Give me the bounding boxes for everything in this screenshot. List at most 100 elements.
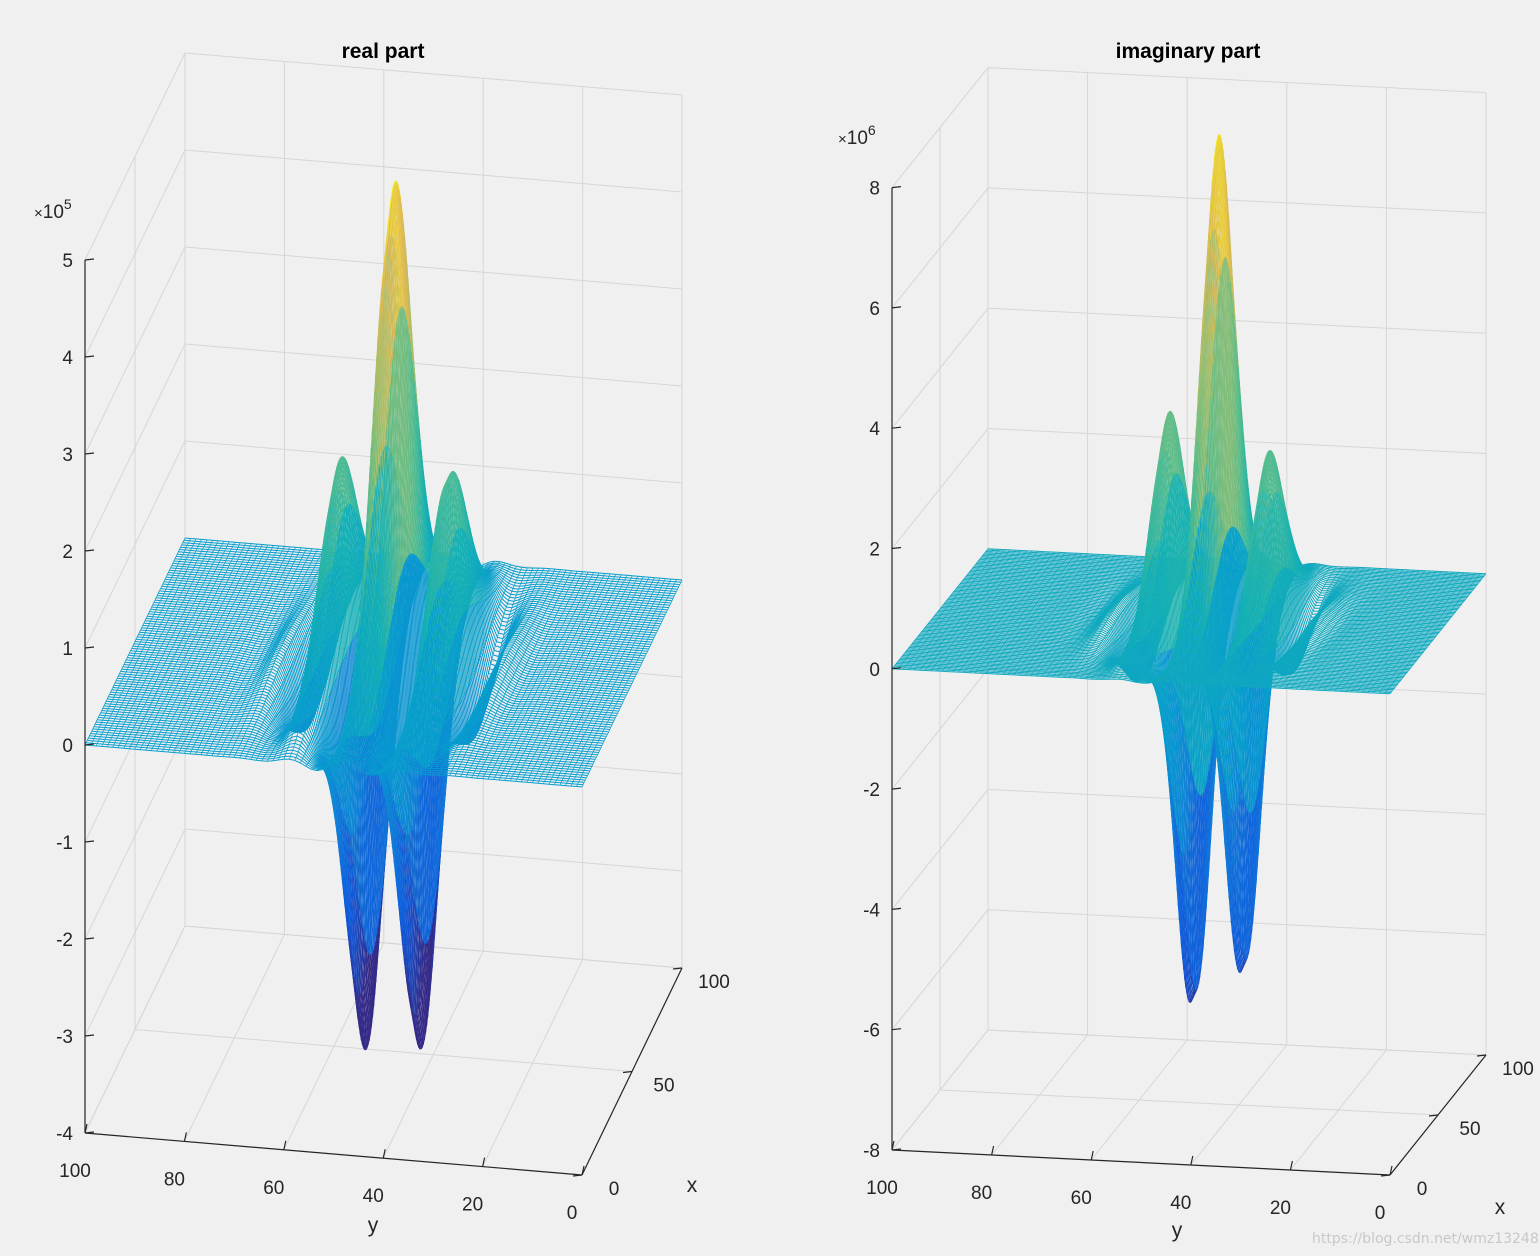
surface-line <box>528 598 534 601</box>
surface-line <box>257 589 264 591</box>
surface-line <box>159 590 166 592</box>
surface-line <box>222 602 228 605</box>
surface-line <box>615 573 622 576</box>
surface-line <box>293 563 299 565</box>
surface-line <box>174 558 181 560</box>
surface-line <box>626 574 633 577</box>
surface-line <box>565 569 572 572</box>
surface-line <box>673 593 676 597</box>
surface-line <box>266 594 273 597</box>
surface-line <box>208 549 214 551</box>
surface-line <box>272 595 278 597</box>
surface-line <box>223 600 230 603</box>
surface-line <box>184 561 191 563</box>
surface-line <box>201 574 208 577</box>
surface-line <box>283 608 289 610</box>
surface-line <box>294 573 300 575</box>
surface-line <box>627 584 634 586</box>
surface-line <box>269 587 276 590</box>
surface-line <box>601 603 607 606</box>
surface-line <box>223 552 230 555</box>
surface-line <box>277 559 284 562</box>
surface-line <box>579 578 585 580</box>
surface-line <box>261 594 267 596</box>
surface-line <box>629 639 636 642</box>
surface-line <box>659 577 666 580</box>
surface-line <box>203 558 210 560</box>
surface-line <box>629 615 636 618</box>
surface-line <box>546 598 552 601</box>
surface-line <box>523 586 530 589</box>
surface-line <box>495 612 503 622</box>
surface-line <box>172 586 179 589</box>
surface-line <box>195 538 202 540</box>
surface-line <box>545 610 552 613</box>
surface-line <box>240 590 246 592</box>
surface-line <box>216 542 223 545</box>
surface-line <box>580 587 586 590</box>
surface-line <box>267 604 274 607</box>
surface-line <box>601 627 607 630</box>
surface-line <box>225 560 232 562</box>
surface-line <box>650 631 657 634</box>
surface-line <box>568 589 574 591</box>
surface-line <box>590 614 596 617</box>
surface-line <box>550 601 557 604</box>
surface-line <box>483 561 489 566</box>
surface-line <box>648 576 655 579</box>
surface-line <box>261 582 267 584</box>
surface-line <box>645 583 652 586</box>
surface-line <box>232 546 239 548</box>
surface-line <box>190 597 196 600</box>
surface-line <box>510 577 517 581</box>
surface-line <box>614 612 621 614</box>
surface-line <box>200 601 206 603</box>
surface-line <box>518 574 525 576</box>
surface-line <box>540 597 547 600</box>
surface-line <box>589 605 595 607</box>
surface-line <box>614 636 621 638</box>
surface-line <box>303 588 309 591</box>
surface-line <box>614 600 621 602</box>
surface-line <box>248 547 255 550</box>
surface-line <box>184 537 191 539</box>
surface-line <box>599 608 605 610</box>
surface-line <box>237 570 244 573</box>
surface-line <box>243 583 249 585</box>
surface-line <box>206 587 213 589</box>
surface-line <box>613 602 620 604</box>
surface-line <box>179 572 185 575</box>
surface-line <box>256 555 263 557</box>
surface-line <box>612 616 618 619</box>
surface-line <box>625 577 632 579</box>
surface-line <box>306 547 313 550</box>
surface-line <box>611 607 617 609</box>
surface-line <box>588 595 594 597</box>
surface-line <box>563 586 570 588</box>
surface-line <box>173 584 180 586</box>
surface-line <box>656 620 663 622</box>
surface-line <box>624 615 631 617</box>
surface-line <box>300 559 307 561</box>
surface-line <box>211 578 217 580</box>
surface-line <box>245 578 252 580</box>
surface-line <box>262 591 268 594</box>
surface-line <box>154 599 161 602</box>
surface-line <box>299 549 306 552</box>
surface-line <box>243 607 249 609</box>
surface-line <box>174 582 181 584</box>
surface-line <box>544 600 551 603</box>
surface-line <box>602 637 608 639</box>
surface-line <box>194 588 201 591</box>
surface-line <box>209 546 215 549</box>
surface-line <box>519 585 526 587</box>
surface-line <box>273 568 279 571</box>
surface-line <box>208 584 214 587</box>
surface-line <box>274 603 280 605</box>
surface-line <box>584 626 591 628</box>
surface-line <box>583 628 590 631</box>
surface-line <box>189 600 195 602</box>
surface-line <box>611 619 617 621</box>
surface-line <box>631 577 637 580</box>
surface-line <box>603 599 610 601</box>
